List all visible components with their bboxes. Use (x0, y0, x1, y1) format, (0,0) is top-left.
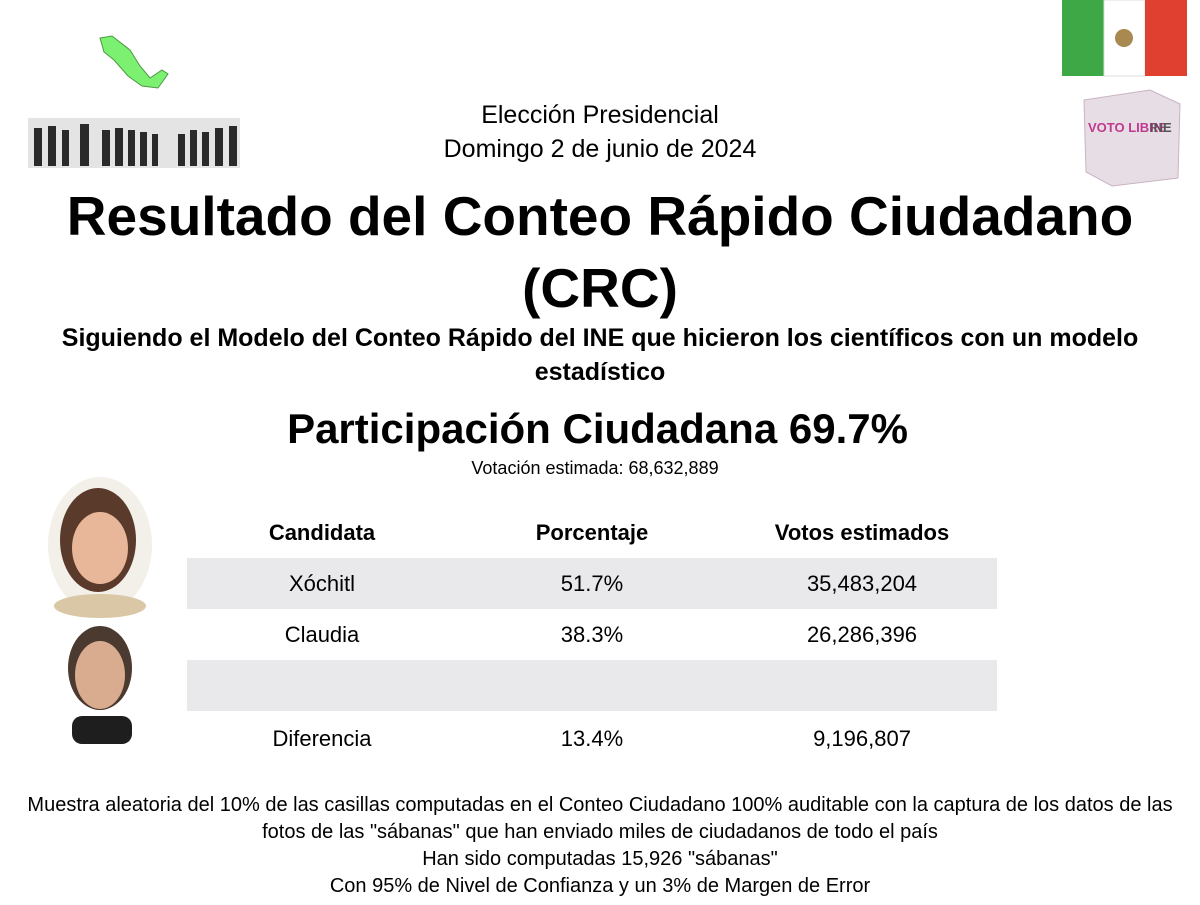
table-cell: 26,286,396 (806, 622, 918, 647)
column-header: Votos estimados (774, 520, 950, 545)
difference-cell: Diferencia (272, 726, 372, 751)
footer-confidence: Con 95% de Nivel de Confianza y un 3% de… (329, 875, 871, 897)
table-cell: 38.3% (560, 622, 624, 647)
photo-1-body (54, 594, 146, 618)
row-band (187, 660, 997, 711)
date-line: Domingo 2 de junio de 2024 (443, 135, 757, 163)
difference-cell: 13.4% (560, 726, 624, 751)
election-line: Elección Presidencial (481, 101, 719, 129)
column-header: Candidata (268, 520, 376, 545)
participation: Participación Ciudadana 69.7% (287, 405, 908, 452)
footer-note: Muestra aleatoria del 10% de las casilla… (27, 794, 1173, 843)
table-cell: Claudia (284, 622, 360, 647)
row-band (187, 558, 997, 609)
main-title: Resultado del Conteo Rápido Ciudadano (C… (66, 185, 1134, 319)
mexico-map (99, 35, 169, 89)
ballot-logo: INE (1150, 120, 1172, 135)
table-cell: 51.7% (560, 571, 624, 596)
subtitle: Siguiendo el Modelo del Conteo Rápido de… (61, 324, 1139, 386)
photo-2-face (75, 641, 125, 709)
estimated-votes: Votación estimada: 68,632,889 (471, 458, 719, 478)
flag-green (1062, 0, 1104, 76)
table-cell: 35,483,204 (806, 571, 918, 596)
footer-computed: Han sido computadas 15,926 "sábanas" (422, 848, 778, 870)
ballot-box (1083, 89, 1181, 187)
table-cell: Xóchitl (288, 571, 356, 596)
flag-emblem (1115, 29, 1133, 47)
photo-1-face (72, 512, 128, 584)
crowd (34, 124, 237, 166)
photo-2-body (72, 716, 132, 744)
column-header: Porcentaje (535, 520, 649, 545)
ballot-text: VOTO LIBRE (1088, 120, 1168, 135)
flag-red (1145, 0, 1187, 76)
difference-cell: 9,196,807 (813, 726, 911, 751)
